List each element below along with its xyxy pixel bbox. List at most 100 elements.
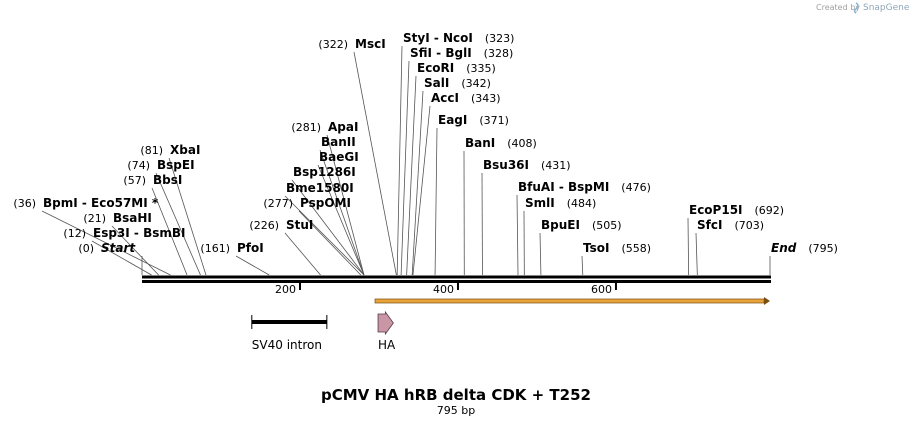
site-bme1580i-10[interactable]: Bme1580I [286, 181, 354, 195]
site-sali-19[interactable]: SalI (342) [424, 76, 491, 90]
site-xbai-6-leader [168, 157, 207, 276]
site-sfii-bgli-17-name: SfiI - BglI [410, 46, 472, 60]
site-bspei-5-position: (74) [127, 159, 150, 172]
orf-bar[interactable] [374, 298, 765, 304]
site-banii-13-leader [319, 149, 365, 276]
site-xbai-6[interactable]: XbaI (81) [140, 143, 200, 157]
site-leader-lines [41, 45, 771, 276]
site-smli-25-name: SmlI [525, 196, 555, 210]
site-bbsi-4[interactable]: BbsI (57) [123, 173, 182, 187]
site-bme1580i-10-name: Bme1580I [286, 181, 354, 195]
site-apai-14[interactable]: ApaI (281) [291, 120, 358, 134]
site-start-0[interactable]: Start (0) [78, 241, 136, 255]
site-acci-20[interactable]: AccI (343) [431, 91, 501, 105]
site-bspei-5-leader [155, 172, 201, 276]
site-bbsi-4-leader [151, 187, 188, 276]
site-pfoi-7[interactable]: PfoI (161) [200, 241, 263, 255]
site-eagi-21-name: EagI [438, 113, 467, 127]
site-pspomi-9-position: (277) [263, 197, 293, 210]
site-bsp1286i-11-leader [291, 179, 365, 276]
site-msci-15-name: MscI [355, 37, 386, 51]
feature-ha-arrow-icon [377, 310, 394, 336]
site-bsp1286i-11[interactable]: Bsp1286I [293, 165, 356, 179]
feature-ha[interactable]: HA [377, 310, 396, 352]
site-baegi-12-leader [317, 164, 365, 276]
ruler-tick-label-400: 400 [433, 283, 454, 296]
site-styi-ncoi-16-position: (323) [485, 32, 515, 45]
site-ecori-18[interactable]: EcoRI (335) [417, 61, 496, 75]
site-stui-8-leader [284, 232, 321, 276]
site-bsahi-2-position: (21) [83, 212, 106, 225]
ruler-tick-label-200: 200 [275, 283, 296, 296]
site-bsp1286i-11-name: Bsp1286I [293, 165, 356, 179]
site-bani-22-name: BanI [465, 136, 495, 150]
feature-ha-label: HA [378, 338, 396, 352]
site-bpuei-26[interactable]: BpuEI (505) [541, 218, 622, 232]
ruler: 200 400 600 [275, 283, 617, 296]
site-bsahi-2-name: BsaHI [113, 211, 152, 225]
site-pfoi-7-position: (161) [200, 242, 230, 255]
site-bspei-5[interactable]: BspEI (74) [127, 158, 194, 172]
backbone-bottom-strand [142, 280, 771, 283]
feature-sv40-intron[interactable]: SV40 intron [251, 315, 328, 352]
site-eagi-21-position: (371) [479, 114, 509, 127]
site-ecori-18-position: (335) [466, 62, 496, 75]
site-sfii-bgli-17[interactable]: SfiI - BglI (328) [410, 46, 513, 60]
feature-sv40-intron-label: SV40 intron [252, 338, 322, 352]
site-bsahi-2-leader [111, 225, 159, 276]
site-ecop15i-28[interactable]: EcoP15I (692) [689, 203, 784, 217]
site-bani-22[interactable]: BanI (408) [465, 136, 537, 150]
site-styi-ncoi-16[interactable]: StyI - NcoI (323) [403, 31, 514, 45]
site-stui-8[interactable]: StuI (226) [249, 218, 313, 232]
site-labels: Start (0) Esp3I - BsmBI (12) BsaHI (21) BpmI -… [13, 31, 838, 255]
site-banii-13[interactable]: BanII [321, 135, 356, 149]
brand-text: SnapGene [863, 3, 910, 13]
site-acci-20-leader [412, 105, 431, 276]
site-sfci-29-name: SfcI [697, 218, 722, 232]
site-baegi-12[interactable]: BaeGI [319, 150, 359, 164]
site-ecori-18-name: EcoRI [417, 61, 454, 75]
site-tsoi-27[interactable]: TsoI (558) [583, 241, 651, 255]
site-bsahi-2[interactable]: BsaHI (21) [83, 211, 152, 225]
site-baegi-12-name: BaeGI [319, 150, 359, 164]
site-sfii-bgli-17-position: (328) [484, 47, 514, 60]
site-end-30-name: End [771, 241, 797, 255]
snapgene-logo-icon [853, 2, 859, 14]
site-bpmi-eco57mi-3-leader [41, 210, 171, 276]
site-styi-ncoi-16-name: StyI - NcoI [403, 31, 473, 45]
site-bpuei-26-position: (505) [592, 219, 622, 232]
site-acci-20-position: (343) [471, 92, 501, 105]
feature-sv40-intron-bar [251, 320, 327, 324]
site-bsu36i-23[interactable]: Bsu36I (431) [483, 158, 571, 172]
site-banii-13-name: BanII [321, 135, 356, 149]
site-bpuei-26-name: BpuEI [541, 218, 580, 232]
site-bfuai-bspmi-24[interactable]: BfuAI - BspMI (476) [518, 180, 651, 194]
site-esp3i-bsmbi-1-name: Esp3I - BsmBI [93, 226, 185, 240]
site-sali-19-name: SalI [424, 76, 449, 90]
site-stui-8-position: (226) [249, 219, 279, 232]
site-smli-25[interactable]: SmlI (484) [525, 196, 596, 210]
site-bsu36i-23-name: Bsu36I [483, 158, 529, 172]
site-bpmi-eco57mi-3[interactable]: BpmI - Eco57MI * (36) [13, 196, 158, 210]
site-end-30-position: (795) [808, 242, 838, 255]
site-pfoi-7-leader [235, 255, 270, 276]
site-pspomi-9[interactable]: PspOMI (277) [263, 196, 351, 210]
site-eagi-21[interactable]: EagI (371) [438, 113, 509, 127]
site-bme1580i-10-leader [284, 195, 365, 276]
site-msci-15-position: (322) [318, 38, 348, 51]
site-eagi-21-leader [434, 127, 438, 276]
site-msci-15[interactable]: MscI (322) [318, 37, 385, 51]
site-sfci-29[interactable]: SfcI (703) [697, 218, 764, 232]
site-bfuai-bspmi-24-name: BfuAI - BspMI [518, 180, 609, 194]
site-bbsi-4-name: BbsI [153, 173, 182, 187]
site-apai-14-position: (281) [291, 121, 321, 134]
site-xbai-6-position: (81) [140, 144, 163, 157]
site-esp3i-bsmbi-1[interactable]: Esp3I - BsmBI (12) [63, 226, 185, 240]
site-apai-14-leader [326, 134, 365, 276]
site-bpmi-eco57mi-3-name: BpmI - Eco57MI * [43, 196, 159, 210]
site-bbsi-4-position: (57) [123, 174, 146, 187]
credit-text: Created by [816, 3, 860, 12]
site-ecop15i-28-leader [687, 217, 690, 276]
site-end-30[interactable]: End (795) [771, 241, 838, 255]
